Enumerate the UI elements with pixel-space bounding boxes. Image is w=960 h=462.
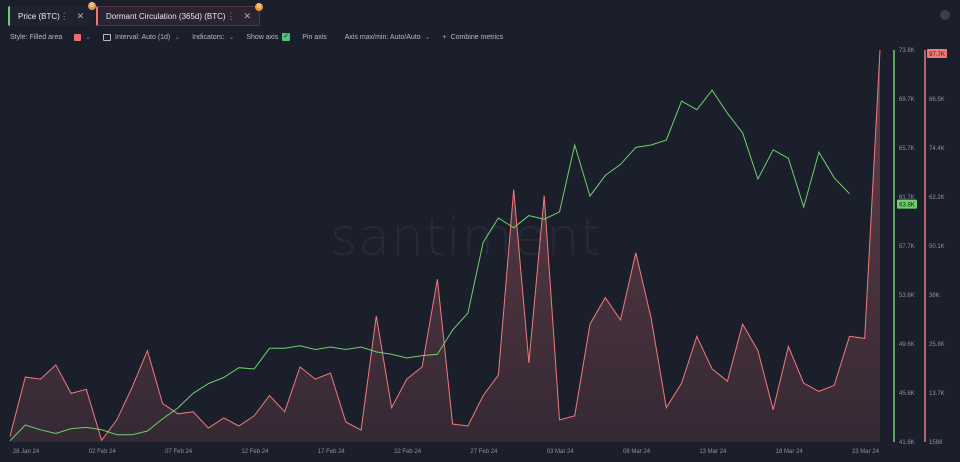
dormant-tick-label: 50.1K [929,244,945,250]
close-icon[interactable]: ✕ [243,10,251,21]
price-tick-label: 53.6K [899,293,915,299]
combine-metrics-button[interactable]: + Combine metrics [443,34,504,41]
dormant-tick-label: 74.4K [929,146,945,152]
tab-price-label: Price (BTC) [18,11,60,21]
checkbox-checked-icon[interactable]: ✓ [282,33,291,41]
chevron-down-icon: ⌄ [85,34,92,41]
dormant-tick-label: 13.7K [929,391,945,397]
combine-metrics-label: Combine metrics [450,33,504,41]
more-options-icon[interactable]: ⋮ [226,10,236,21]
dormant-current-label: 97.7K [929,52,945,58]
price-tick-label: 73.8K [899,48,915,54]
chart-toolbar: Style: Filled area ⌄ Interval: Auto (1d)… [10,32,503,42]
indicators-label: Indicators: [192,33,225,41]
bitcoin-badge-icon: B [255,3,263,11]
interval-label: Interval: Auto (1d) [115,33,171,41]
color-picker[interactable]: ⌄ [74,33,91,41]
chevron-down-icon: ⌄ [228,34,235,41]
x-tick-label: 03 Mar 24 [547,449,575,455]
pin-axis-toggle[interactable]: Pin axis [302,34,327,41]
price-tick-label: 69.7K [899,97,915,103]
x-tick-label: 18 Mar 24 [776,449,804,455]
dormant-current-badge [927,49,947,58]
tab-dormant-circulation[interactable]: Dormant Circulation (365d) (BTC) ⋮ ✕ B [96,3,263,26]
x-tick-label: 07 Feb 24 [165,449,193,455]
price-current-label: 63.8K [899,203,915,209]
settings-icon[interactable] [940,10,950,20]
indicators-dropdown[interactable]: Indicators: ⌄ [192,33,235,42]
dormant-tick-label: 86.5K [929,97,945,103]
x-tick-label: 22 Feb 24 [394,449,422,455]
dormant-tick-label: 38K [929,293,940,299]
price-tick-label: 61.7K [899,195,915,201]
dormant-tick-label: 1588 [929,440,943,446]
axis-maxmin-label: Axis max/min: Auto/Auto [344,33,421,41]
chevron-down-icon: ⌄ [424,34,431,41]
plus-icon: + [442,33,447,41]
price-tick-label: 41.6K [899,440,915,446]
x-tick-label: 27 Feb 24 [470,449,498,455]
x-tick-label: 02 Feb 24 [89,449,117,455]
x-tick-label: 12 Feb 24 [241,449,269,455]
x-tick-label: 13 Mar 24 [699,449,727,455]
axis-maxmin-dropdown[interactable]: Axis max/min: Auto/Auto ⌄ [344,33,431,42]
pin-axis-label: Pin axis [302,33,327,41]
price-tick-label: 57.7K [899,244,915,250]
price-current-badge [897,199,917,209]
dormant-area-fill [10,50,880,442]
x-tick-label: 17 Feb 24 [318,449,346,455]
x-tick-label: 23 Mar 24 [852,449,880,455]
bitcoin-badge-icon: B [88,2,96,10]
watermark: santiment [330,208,602,268]
x-tick-label: 28 Jan 24 [13,449,40,455]
show-axis-toggle[interactable]: Show axis ✓ [246,33,291,41]
price-tick-label: 49.6K [899,342,915,348]
interval-icon [103,33,112,41]
price-tick-label: 65.7K [899,146,915,152]
interval-dropdown[interactable]: Interval: Auto (1d) ⌄ [103,33,180,41]
metric-tabs: Price (BTC) ⋮ ✕ B Dormant Circulation (3… [8,2,263,26]
style-dropdown[interactable]: Style: Filled area [10,34,62,41]
chevron-down-icon: ⌄ [174,34,181,41]
style-label: Style: Filled area [10,33,63,41]
dormant-tick-label: 62.2K [929,195,945,201]
more-options-icon[interactable]: ⋮ [59,10,69,21]
x-tick-label: 08 Mar 24 [623,449,651,455]
color-swatch-icon [74,33,82,41]
tab-price-btc[interactable]: Price (BTC) ⋮ ✕ B [8,2,96,26]
dormant-circulation-line [9,49,881,442]
price-tick-label: 45.6K [899,391,915,397]
close-icon[interactable]: ✕ [76,10,85,21]
show-axis-label: Show axis [246,33,279,41]
price-line [9,89,850,442]
tab-dormant-label: Dormant Circulation (365d) (BTC) [106,11,226,21]
dormant-tick-label: 25.8K [929,342,945,348]
